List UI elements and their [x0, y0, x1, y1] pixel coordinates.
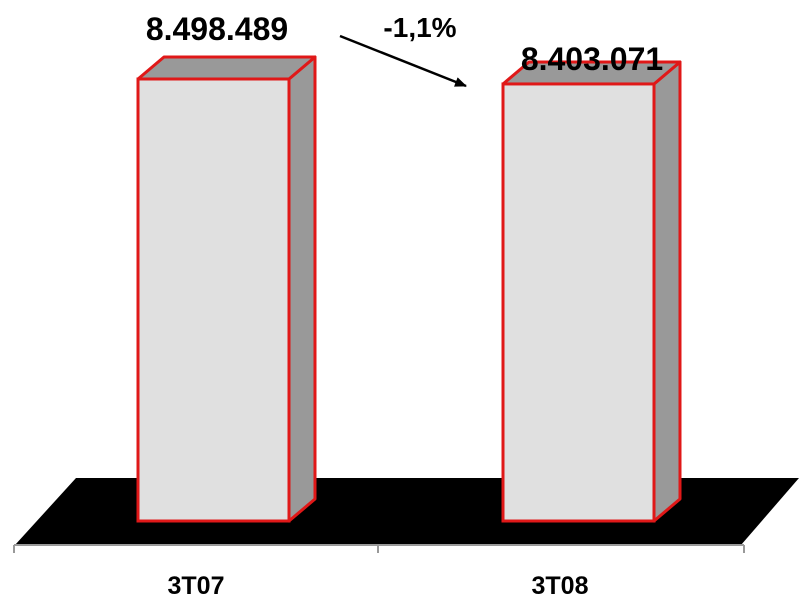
bar-front: [136, 77, 291, 523]
bar-side: [287, 55, 317, 523]
data-label: 8.403.071: [521, 41, 663, 77]
bar-front: [501, 82, 656, 523]
bar: [136, 55, 317, 523]
bar-side: [652, 60, 682, 523]
data-label: 8.498.489: [146, 11, 288, 47]
bar-top: [136, 55, 317, 81]
bar: [501, 60, 682, 523]
x-tick-label: 3T07: [168, 572, 225, 600]
change-arrow: [339, 34, 467, 88]
x-tick-label: 3T08: [532, 572, 589, 600]
bars-group: [136, 55, 682, 523]
change-annotation: -1,1%: [383, 12, 456, 43]
